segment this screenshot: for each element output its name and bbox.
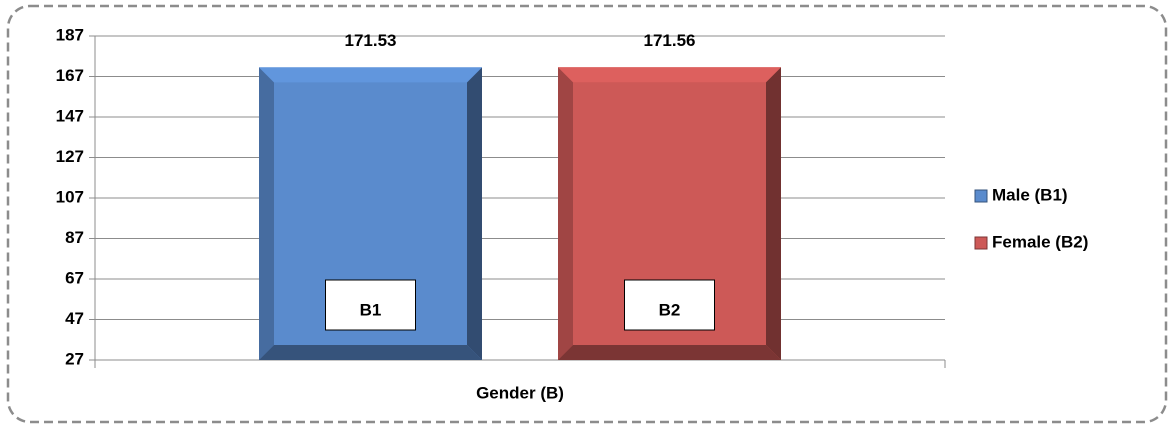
bar-bevel [558,67,573,361]
bar-bevel [259,67,274,360]
data-label: 171.53 [345,31,397,50]
bar-bevel [467,67,482,360]
data-label: 171.56 [644,31,696,50]
legend-label: Male (B1) [992,185,1068,204]
y-tick-label: 67 [65,268,84,287]
bar-bevel [259,345,482,360]
annotation: B1 [360,300,382,319]
y-tick-label: 167 [56,66,84,85]
annotation-box [624,279,715,331]
bar-bevel [259,67,482,83]
y-tick-label: 187 [56,25,84,44]
y-tick-label: 47 [65,309,84,328]
y-tick-label: 107 [56,187,84,206]
y-tick-label: 147 [56,106,84,125]
legend-label: Female (B2) [992,232,1088,251]
legend-swatch [974,189,988,203]
legend-swatch [974,236,988,250]
y-tick-label: 127 [56,147,84,166]
bar-bevel [558,67,781,83]
annotation-box [325,279,416,331]
annotation: B2 [659,300,681,319]
x-axis-label: Gender (B) [476,383,564,402]
y-tick-label: 27 [65,349,84,368]
bar-bevel [558,345,781,360]
y-tick-label: 87 [65,228,84,247]
bar-bevel [766,67,781,361]
